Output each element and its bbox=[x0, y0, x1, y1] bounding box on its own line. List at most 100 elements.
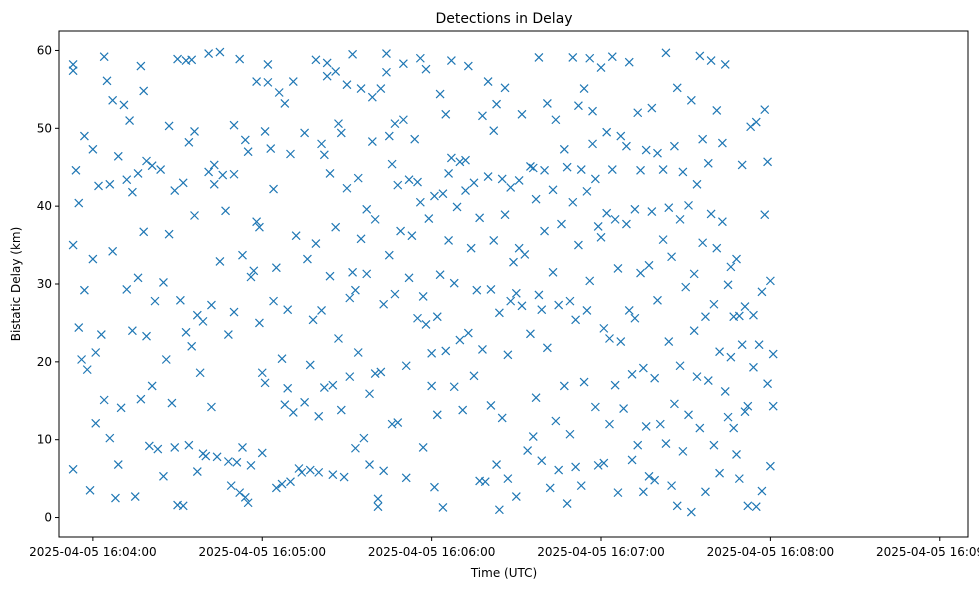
data-point bbox=[365, 389, 374, 399]
data-point bbox=[181, 327, 191, 337]
data-point bbox=[489, 126, 499, 136]
data-point bbox=[111, 493, 120, 503]
data-point bbox=[334, 334, 343, 343]
data-point bbox=[599, 458, 609, 468]
data-point bbox=[410, 134, 420, 144]
data-point bbox=[579, 84, 589, 94]
data-point bbox=[311, 55, 321, 65]
data-point bbox=[305, 360, 315, 370]
data-point bbox=[404, 175, 414, 185]
data-point bbox=[390, 289, 400, 299]
data-point bbox=[472, 285, 482, 295]
data-point bbox=[159, 278, 168, 287]
data-point bbox=[486, 401, 496, 410]
data-point bbox=[633, 108, 643, 118]
data-point bbox=[207, 300, 216, 310]
data-point bbox=[257, 448, 267, 458]
data-point bbox=[229, 307, 239, 317]
data-point bbox=[184, 137, 194, 147]
data-point bbox=[695, 51, 705, 61]
data-point bbox=[435, 89, 445, 99]
data-point bbox=[599, 323, 609, 333]
data-point bbox=[557, 219, 566, 229]
data-point bbox=[444, 235, 453, 245]
data-point bbox=[283, 305, 293, 315]
data-point bbox=[568, 53, 578, 62]
data-point bbox=[602, 208, 612, 218]
data-point bbox=[105, 179, 115, 189]
data-point bbox=[760, 105, 770, 115]
data-point bbox=[523, 446, 533, 456]
data-point bbox=[737, 340, 747, 350]
data-point bbox=[653, 148, 662, 158]
data-point bbox=[390, 119, 400, 129]
data-point bbox=[548, 185, 558, 195]
data-point bbox=[582, 186, 592, 196]
data-point bbox=[68, 240, 78, 250]
data-point bbox=[255, 318, 264, 328]
data-point bbox=[144, 441, 154, 451]
data-point bbox=[362, 269, 372, 279]
data-point bbox=[218, 170, 228, 180]
x-tick-label: 2025-04-05 16:05:00 bbox=[199, 545, 326, 559]
data-point bbox=[271, 263, 281, 273]
data-point bbox=[706, 56, 716, 66]
data-point bbox=[215, 47, 225, 57]
data-point bbox=[280, 400, 290, 410]
data-point bbox=[709, 440, 719, 450]
data-point bbox=[283, 383, 293, 393]
data-point bbox=[692, 179, 702, 189]
data-point bbox=[458, 405, 468, 415]
data-point bbox=[757, 287, 767, 297]
data-point bbox=[638, 487, 648, 497]
data-point bbox=[605, 334, 614, 343]
data-point bbox=[127, 326, 137, 336]
data-point bbox=[108, 95, 118, 105]
data-point bbox=[475, 213, 485, 223]
data-point bbox=[314, 467, 324, 477]
data-point bbox=[319, 383, 329, 392]
data-point bbox=[661, 48, 671, 58]
data-point bbox=[71, 165, 81, 175]
data-point bbox=[644, 471, 654, 481]
data-point bbox=[82, 365, 92, 375]
data-point bbox=[528, 163, 538, 173]
data-point bbox=[672, 501, 682, 511]
data-point bbox=[698, 134, 708, 144]
data-point bbox=[300, 397, 310, 407]
data-point bbox=[427, 381, 437, 391]
data-point bbox=[616, 131, 626, 141]
data-point bbox=[534, 290, 544, 300]
data-point bbox=[74, 198, 84, 208]
data-point bbox=[526, 162, 535, 171]
data-point bbox=[164, 121, 174, 131]
data-point bbox=[314, 411, 324, 421]
data-point bbox=[681, 282, 691, 292]
data-point bbox=[294, 464, 304, 473]
data-point bbox=[709, 299, 719, 309]
data-point bbox=[438, 189, 448, 199]
data-point bbox=[768, 349, 778, 359]
data-point bbox=[348, 49, 358, 59]
data-point bbox=[215, 257, 225, 266]
data-point bbox=[621, 219, 631, 229]
data-point bbox=[190, 211, 199, 220]
chart-title: Detections in Delay bbox=[435, 11, 572, 27]
data-point bbox=[367, 137, 377, 146]
data-point bbox=[150, 296, 160, 306]
data-point bbox=[430, 482, 439, 492]
data-point bbox=[404, 273, 414, 283]
data-point bbox=[370, 214, 380, 224]
data-point bbox=[147, 161, 157, 171]
data-point bbox=[658, 235, 668, 245]
data-point bbox=[636, 268, 645, 278]
data-point bbox=[483, 172, 493, 181]
data-point bbox=[669, 399, 679, 409]
y-tick-label: 10 bbox=[37, 433, 52, 447]
data-point bbox=[277, 479, 287, 489]
data-point bbox=[706, 209, 716, 219]
data-point bbox=[99, 395, 109, 405]
data-point bbox=[526, 329, 535, 339]
data-point bbox=[571, 462, 581, 472]
data-point bbox=[336, 405, 346, 415]
